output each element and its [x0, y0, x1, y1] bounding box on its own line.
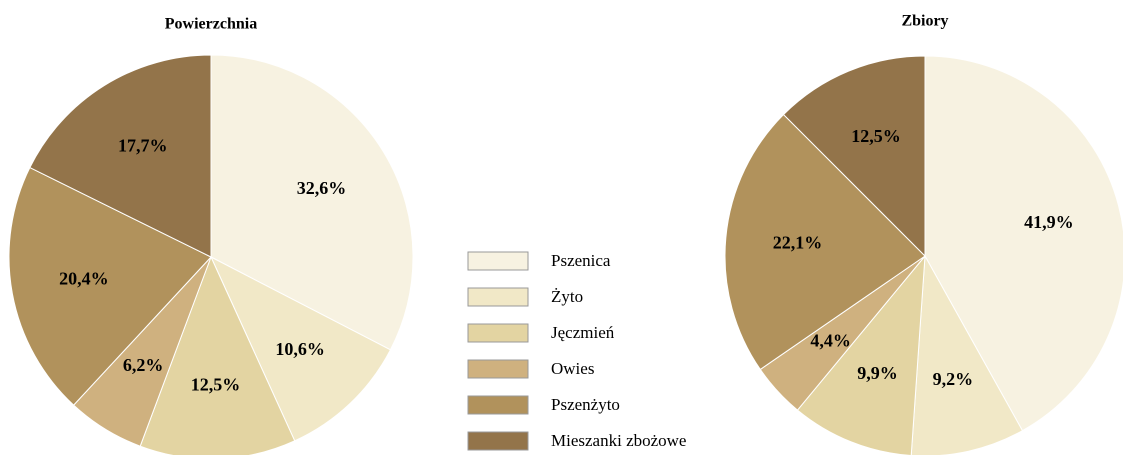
value-label: 9,9%: [857, 363, 898, 383]
value-label: 41,9%: [1024, 212, 1074, 232]
legend-label: Owies: [551, 359, 594, 378]
value-label: 4,4%: [810, 331, 851, 351]
legend-label: Mieszanki zbożowe: [551, 431, 686, 450]
legend-swatch: [467, 359, 529, 379]
value-label: 9,2%: [933, 369, 974, 389]
pie-slice: [8, 166, 212, 406]
legend-swatch: [467, 287, 529, 307]
pie-slice: [209, 255, 392, 442]
value-label: 12,5%: [191, 374, 241, 394]
legend-label: Jęczmień: [551, 323, 615, 342]
pie-slice: [210, 54, 414, 351]
legend-swatch: [467, 431, 529, 451]
legend-swatch: [467, 251, 529, 271]
pie-slice: [924, 55, 1123, 432]
value-label: 20,4%: [59, 269, 109, 289]
legend-label: Żyto: [551, 287, 583, 306]
pie-slice: [29, 54, 212, 258]
chart-title: Zbiory: [901, 13, 948, 30]
chart-title: Powierzchnia: [165, 16, 257, 33]
pie-slice: [724, 113, 926, 371]
value-label: 22,1%: [773, 232, 823, 252]
value-label: 32,6%: [297, 178, 347, 198]
value-label: 17,7%: [118, 135, 168, 155]
legend-swatch: [467, 323, 529, 343]
pie-slice: [910, 254, 1024, 455]
legend-swatch: [467, 395, 529, 415]
value-label: 6,2%: [123, 355, 164, 375]
pie-slice: [139, 255, 296, 455]
value-label: 12,5%: [851, 126, 901, 146]
value-label: 10,6%: [275, 339, 325, 359]
legend-label: Pszenica: [551, 251, 611, 270]
legend-label: Pszenżyto: [551, 395, 620, 414]
pie-slice: [782, 55, 926, 258]
